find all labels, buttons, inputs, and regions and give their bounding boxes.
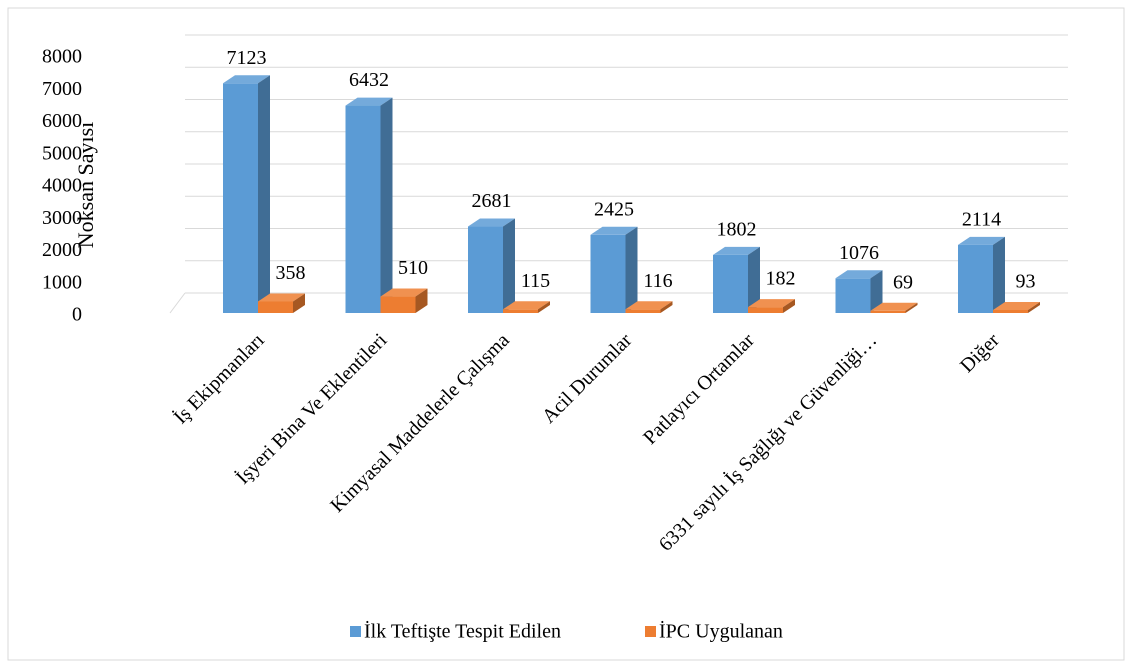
y-tick-label: 0 bbox=[72, 304, 82, 326]
bar-front bbox=[223, 83, 258, 313]
y-tick-label: 8000 bbox=[42, 46, 82, 68]
legend-swatch bbox=[645, 626, 656, 637]
bar bbox=[468, 218, 515, 313]
bar-side bbox=[503, 218, 515, 313]
bar-top bbox=[625, 301, 673, 310]
bar-top bbox=[835, 270, 883, 279]
bar-side bbox=[660, 301, 673, 313]
bar bbox=[380, 288, 428, 313]
bar-front bbox=[993, 310, 1028, 313]
data-label: 116 bbox=[643, 270, 672, 292]
bar-top bbox=[380, 288, 428, 297]
bar-side bbox=[538, 301, 550, 313]
data-label: 93 bbox=[1016, 271, 1036, 293]
data-label: 7123 bbox=[227, 47, 267, 69]
bar-front bbox=[958, 244, 993, 313]
bar-side bbox=[293, 293, 305, 313]
bar-front bbox=[748, 307, 783, 313]
bar-side bbox=[625, 226, 638, 313]
data-label: 182 bbox=[766, 268, 796, 290]
bar-side bbox=[870, 270, 883, 313]
bar bbox=[258, 293, 305, 313]
bar-top bbox=[870, 302, 918, 311]
floor-line bbox=[169, 292, 186, 314]
bar-front bbox=[503, 309, 538, 313]
y-tick-label: 1000 bbox=[42, 271, 82, 293]
bar bbox=[993, 302, 1040, 313]
bar bbox=[870, 302, 918, 313]
bar-front bbox=[835, 278, 871, 313]
bar-top bbox=[590, 226, 638, 235]
bar-side bbox=[905, 302, 918, 313]
y-tick-label: 5000 bbox=[42, 142, 82, 164]
bar-front bbox=[625, 309, 661, 313]
bar bbox=[958, 236, 1005, 313]
y-tick-label: 7000 bbox=[42, 78, 82, 100]
y-tick-label: 3000 bbox=[42, 207, 82, 229]
data-label: 2425 bbox=[594, 198, 634, 220]
bar-top bbox=[713, 246, 760, 255]
data-label: 358 bbox=[276, 262, 306, 284]
bar-side bbox=[415, 288, 428, 313]
bar-side bbox=[993, 236, 1005, 313]
chart-border bbox=[7, 7, 1125, 661]
bar bbox=[590, 226, 638, 313]
data-label: 2114 bbox=[962, 208, 1001, 230]
y-tick-label: 6000 bbox=[42, 110, 82, 132]
bar-front bbox=[345, 105, 381, 314]
bar bbox=[503, 301, 550, 313]
data-label: 1802 bbox=[717, 218, 757, 240]
bar-side bbox=[783, 299, 795, 313]
bar-top bbox=[258, 293, 305, 302]
bar bbox=[345, 97, 393, 314]
y-axis-label: Noksan Sayısı bbox=[73, 122, 98, 249]
data-label: 6432 bbox=[349, 69, 389, 91]
y-tick-label: 4000 bbox=[42, 175, 82, 197]
bar-front bbox=[258, 301, 293, 313]
bar-top bbox=[223, 75, 270, 84]
legend-label: İlk Teftişte Tespit Edilen bbox=[364, 620, 561, 643]
bar-front bbox=[713, 254, 748, 313]
y-tick-label: 2000 bbox=[42, 239, 82, 261]
bar-front bbox=[468, 226, 503, 313]
bar-side bbox=[1028, 302, 1040, 313]
data-label: 69 bbox=[893, 271, 913, 293]
bar-side bbox=[258, 75, 270, 313]
bar-side bbox=[748, 246, 760, 313]
bar bbox=[223, 75, 270, 313]
bar-top bbox=[958, 236, 1005, 245]
legend-swatch bbox=[350, 626, 361, 637]
bar-front bbox=[380, 296, 416, 313]
bar-front bbox=[590, 234, 626, 313]
bar bbox=[835, 270, 883, 313]
data-label: 2681 bbox=[472, 190, 512, 212]
bar-top bbox=[503, 301, 550, 310]
bar bbox=[713, 246, 760, 313]
bar-top bbox=[993, 302, 1040, 311]
data-label: 510 bbox=[398, 257, 428, 279]
data-label: 115 bbox=[521, 270, 550, 292]
bar-top bbox=[345, 97, 393, 106]
bar-side bbox=[380, 97, 393, 314]
bar-top bbox=[748, 299, 795, 308]
data-label: 1076 bbox=[839, 242, 879, 264]
legend-label: İPC Uygulanan bbox=[659, 620, 783, 643]
bar-front bbox=[870, 310, 906, 313]
bar bbox=[748, 299, 795, 313]
bar-top bbox=[468, 218, 515, 227]
bar bbox=[625, 301, 673, 313]
